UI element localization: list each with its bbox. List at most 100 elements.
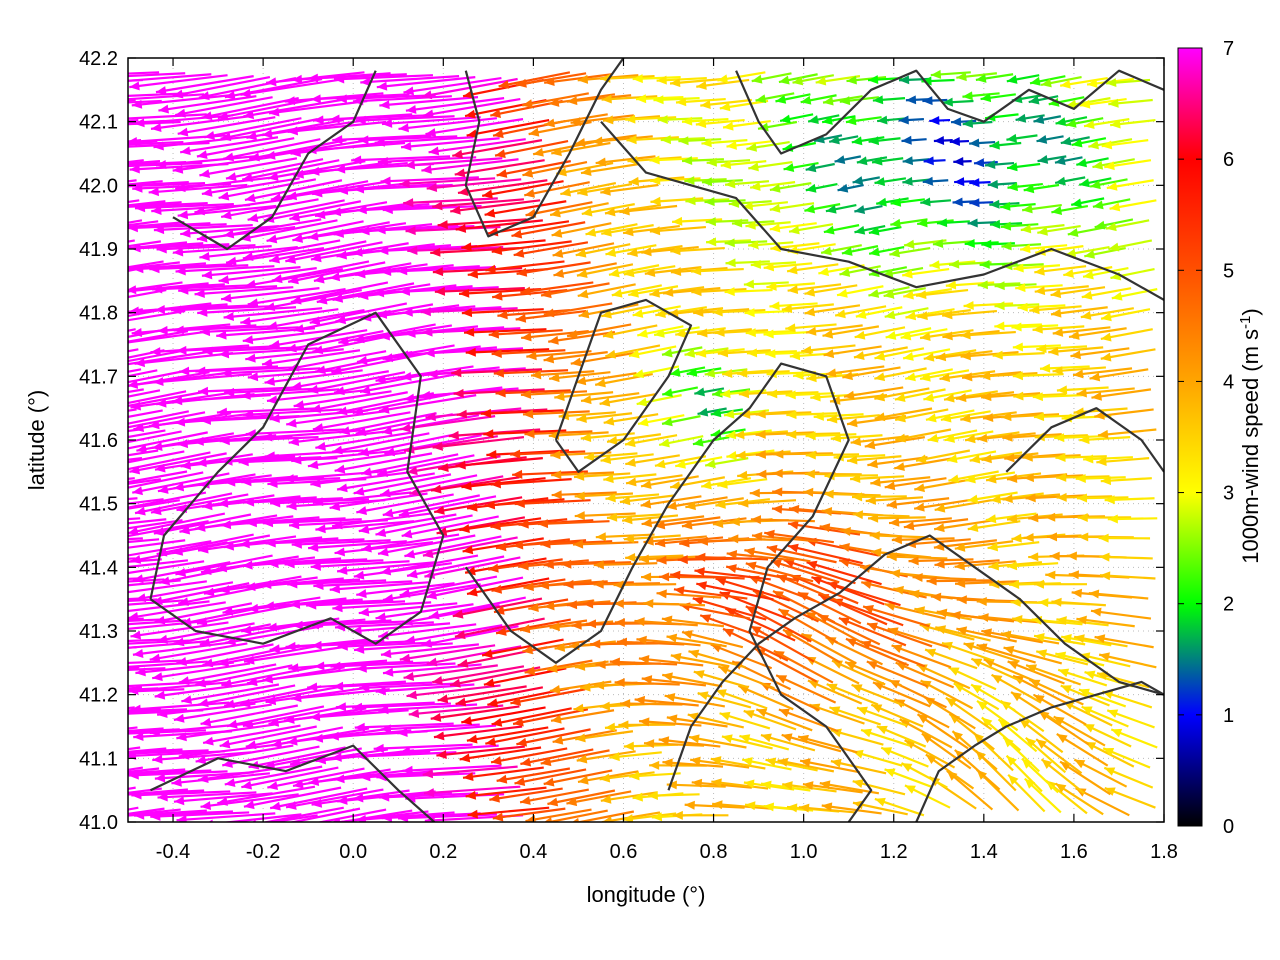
wind-arrow-head — [41, 209, 52, 218]
wind-arrow-head — [805, 431, 816, 441]
wind-arrow-head — [653, 95, 664, 105]
wind-arrow-head — [976, 643, 988, 653]
wind-arrow-head — [852, 779, 864, 788]
wind-arrow-head — [574, 138, 586, 147]
wind-arrow-shaft — [306, 600, 406, 607]
wind-arrow-head — [874, 412, 886, 422]
wind-arrow-head — [1055, 651, 1067, 661]
wind-arrow-head — [1041, 78, 1052, 88]
wind-arrow-head — [756, 708, 768, 718]
wind-arrow-head — [804, 307, 816, 317]
wind-arrow-shaft — [510, 688, 586, 705]
wind-arrow-shaft — [152, 751, 252, 762]
wind-arrow-head — [992, 350, 1003, 360]
wind-arrow-head — [662, 758, 673, 768]
wind-arrow-shaft — [528, 120, 592, 136]
wind-arrow-head — [914, 606, 926, 616]
wind-arrow-head — [288, 275, 299, 285]
wind-arrow-head — [666, 714, 678, 724]
wind-arrow-head — [575, 733, 586, 743]
wind-arrow-shaft — [339, 412, 437, 434]
wind-arrow-head — [745, 606, 757, 615]
wind-arrow-shaft — [287, 120, 387, 133]
wind-arrow-head — [1056, 385, 1068, 395]
wind-arrow-head — [750, 182, 761, 191]
wind-arrow-head — [240, 316, 251, 326]
wind-arrow-head — [934, 503, 946, 513]
wind-arrow-shaft — [128, 749, 209, 755]
wind-arrow-head — [728, 534, 739, 544]
wind-arrow-head — [904, 785, 916, 794]
wind-arrow-head — [151, 206, 162, 215]
wind-arrow-head — [336, 250, 348, 260]
wind-arrow-head — [332, 817, 341, 822]
wind-arrow-head — [1054, 156, 1066, 166]
wind-arrow-head — [574, 511, 585, 521]
wind-arrow-head — [1071, 198, 1082, 208]
wind-arrow-head — [1007, 660, 1019, 670]
wind-arrow-shaft — [173, 623, 272, 645]
wind-arrow-head — [839, 268, 851, 277]
wind-arrow-head — [153, 225, 165, 235]
wind-arrow-head — [1096, 457, 1107, 466]
wind-arrow-head — [42, 755, 53, 764]
wind-arrow-head — [651, 812, 663, 822]
wind-arrow-shaft — [243, 98, 342, 118]
wind-arrow-head — [293, 169, 304, 179]
wind-arrow-head — [576, 269, 588, 279]
wind-arrow-shaft — [286, 410, 385, 426]
wind-arrow-head — [106, 644, 116, 653]
wind-arrow-head — [1097, 429, 1109, 439]
wind-arrow-head — [574, 661, 586, 671]
wind-arrow-head — [40, 669, 50, 678]
wind-arrow-head — [524, 188, 535, 198]
wind-arrow-head — [859, 564, 871, 573]
wind-arrow-head — [1106, 181, 1118, 191]
wind-arrow-shaft — [553, 262, 617, 277]
wind-arrow-head — [170, 305, 182, 315]
wind-arrow-head — [243, 800, 255, 810]
wind-arrow-head — [175, 567, 187, 577]
wind-arrow-shaft — [313, 580, 413, 588]
wind-arrow-shaft — [269, 787, 368, 810]
wind-arrow-head — [936, 608, 948, 618]
wind-arrow-head — [128, 379, 139, 389]
wind-arrow-head — [68, 752, 78, 761]
wind-arrow-shaft — [384, 434, 482, 455]
wind-arrow-head — [916, 664, 928, 673]
wind-arrow-head — [337, 185, 349, 195]
y-tick-label: 41.2 — [79, 685, 118, 707]
wind-arrow-shaft — [128, 329, 162, 339]
wind-arrow-shaft — [178, 743, 278, 758]
wind-arrow-shaft — [307, 222, 407, 239]
wind-arrow-head — [459, 288, 470, 298]
wind-arrow-head — [551, 228, 563, 238]
wind-arrow-head — [358, 291, 369, 301]
wind-arrow-head — [514, 777, 526, 786]
wind-arrow-shaft — [291, 539, 391, 546]
wind-arrow-head — [902, 269, 913, 279]
wind-arrow-head — [637, 329, 648, 338]
wind-arrow-head — [384, 447, 396, 457]
wind-arrow-head — [330, 661, 341, 671]
wind-arrow-shaft — [380, 554, 479, 574]
wind-arrow-head — [195, 366, 206, 376]
wind-arrow-shaft — [128, 429, 166, 439]
wind-arrow-head — [697, 407, 709, 417]
wind-arrow-head — [722, 369, 733, 378]
wind-arrow-shaft — [130, 621, 229, 638]
wind-arrow-head — [467, 502, 478, 512]
wind-arrow-head — [585, 619, 597, 629]
wind-arrow-head — [245, 279, 256, 289]
wind-arrow-head — [112, 770, 122, 779]
wind-arrow-head — [670, 267, 682, 277]
wind-arrow-head — [533, 147, 544, 157]
wind-arrow-head — [950, 610, 961, 620]
wind-arrow-head — [1090, 607, 1102, 617]
wind-arrow-head — [271, 821, 272, 822]
wind-arrow-shaft — [172, 534, 271, 555]
wind-arrow-head — [267, 479, 278, 489]
wind-arrow-head — [1045, 512, 1056, 522]
wind-arrow-head — [894, 462, 905, 472]
wind-arrow-shaft — [884, 603, 946, 620]
